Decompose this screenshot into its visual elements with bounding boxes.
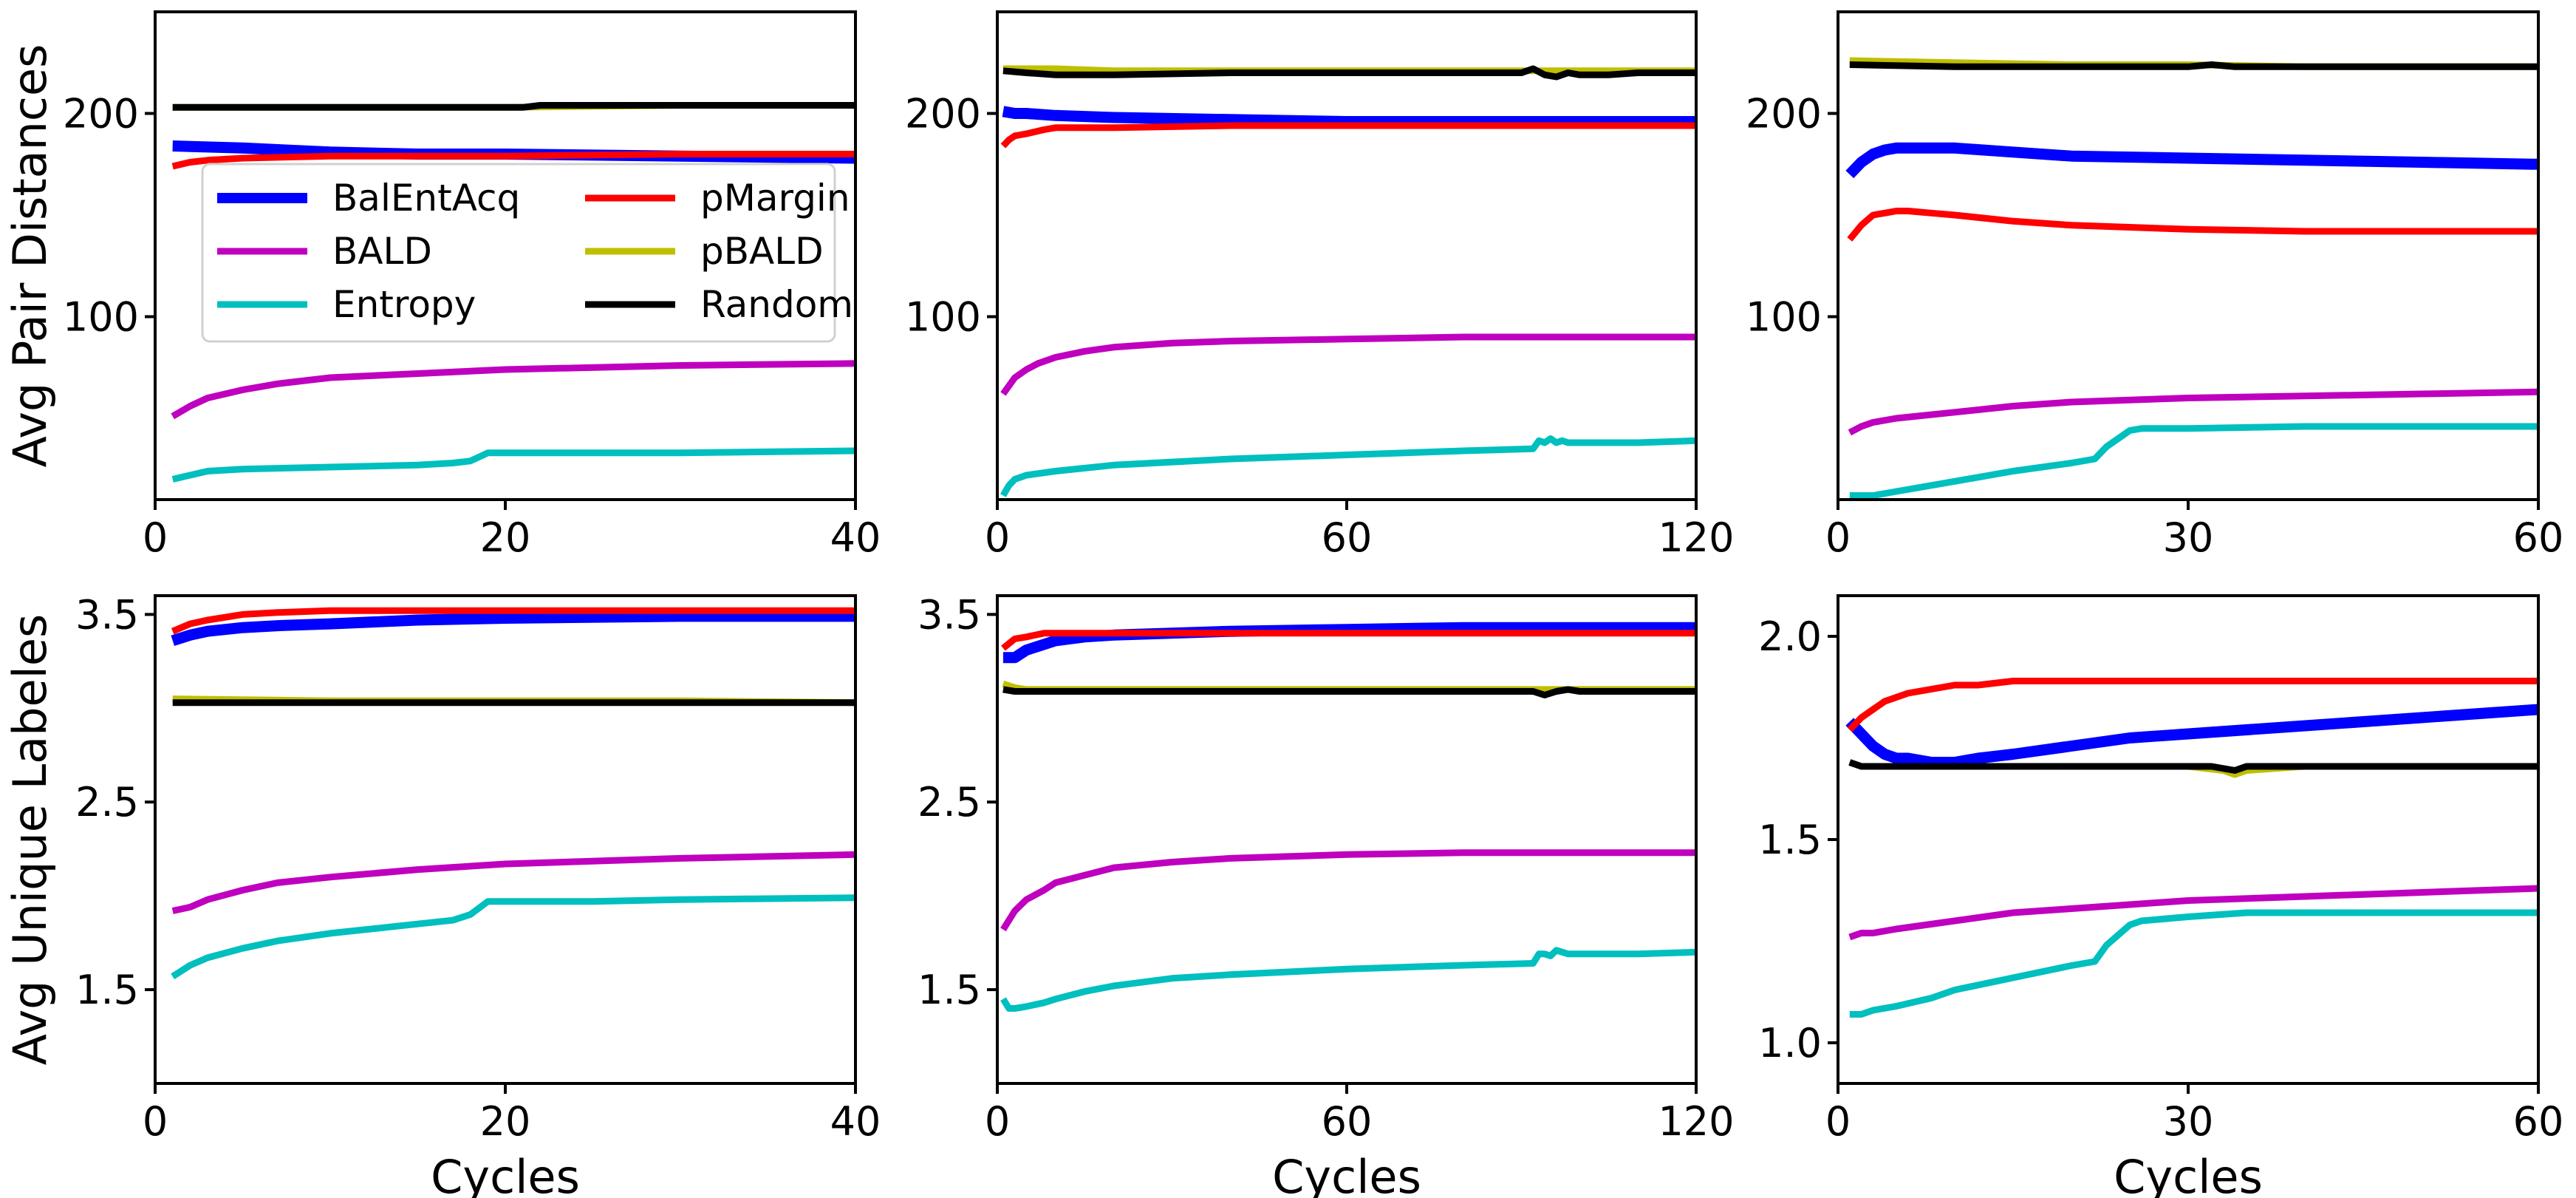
- y-tick-label: 100: [1746, 294, 1822, 341]
- series-line-balentacq: [1845, 704, 2538, 768]
- x-axis-label: Cycles: [2114, 1150, 2263, 1198]
- y-axis-label: Avg Unique Labeles: [3, 614, 57, 1066]
- series-line-pmargin: [1847, 678, 2538, 732]
- panel-1-2: 0 30 60 1.0 1.5 2.0 Cycles: [1758, 594, 2564, 1198]
- x-tick-label: 0: [143, 1098, 168, 1145]
- series-line-random: [1002, 65, 1696, 81]
- y-tick-label: 200: [63, 91, 139, 137]
- legend-label-pbald: pBALD: [700, 230, 824, 273]
- y-tick-label: 3.5: [75, 591, 139, 638]
- x-tick-label: 40: [830, 514, 881, 561]
- y-tick-label: 1.5: [75, 967, 139, 1013]
- y-tick-label: 1.0: [1758, 1020, 1822, 1066]
- x-tick-label: 60: [1322, 514, 1373, 561]
- series-line-bald: [1000, 333, 1696, 396]
- y-tick-label: 100: [905, 294, 981, 341]
- series-line-pmargin: [171, 151, 855, 170]
- x-tick-label: 0: [985, 1098, 1010, 1145]
- y-tick-label: 100: [63, 294, 139, 341]
- y-tick-label: 1.5: [1758, 817, 1822, 863]
- series-line-bald: [1848, 388, 2538, 436]
- panel-1-1: 0 60 120 1.5 2.5 3.5 Cycles: [918, 591, 1734, 1198]
- series-line-entropy: [171, 447, 855, 483]
- legend-label-entropy: Entropy: [332, 283, 476, 326]
- x-tick-label: 20: [480, 1098, 531, 1145]
- x-axis-label: Cycles: [1272, 1150, 1421, 1198]
- legend-label-bald: BALD: [332, 230, 432, 273]
- panel-1-0: 0 20 40 1.5 2.5 3.5 Cycles Avg Unique Labeles: [3, 591, 881, 1198]
- y-tick-label: 3.5: [918, 591, 981, 638]
- series-group: [1000, 65, 1696, 497]
- y-tick-label: 1.5: [918, 967, 981, 1013]
- x-tick-label: 120: [1658, 514, 1734, 561]
- x-tick-label: 60: [2513, 514, 2564, 561]
- panel-0-2: 0 30 60 100 200: [1746, 10, 2564, 561]
- y-tick-label: 200: [1746, 91, 1822, 137]
- x-tick-label: 60: [1322, 1098, 1373, 1145]
- y-tick-label: 200: [905, 91, 981, 137]
- series-group: [171, 607, 855, 980]
- series-group: [1000, 622, 1696, 1012]
- legend-box: [201, 163, 836, 343]
- series-line-bald: [171, 360, 855, 420]
- y-tick-label: 2.0: [1758, 613, 1822, 660]
- series-group: [1845, 678, 2538, 1018]
- x-axis-label: Cycles: [431, 1150, 580, 1198]
- x-tick-label: 0: [1825, 514, 1851, 561]
- y-axis-label: Avg Pair Distances: [3, 44, 57, 468]
- x-tick-label: 120: [1658, 1098, 1734, 1145]
- axes-frame: [1837, 594, 2540, 1085]
- series-line-random: [1849, 61, 2538, 70]
- series-line-bald: [171, 851, 855, 914]
- series-line-bald: [1000, 849, 1696, 932]
- series-group: [1845, 57, 2538, 499]
- axes-frame: [154, 594, 857, 1085]
- series-line-balentacq: [1845, 142, 2538, 179]
- series-line-pmargin: [1847, 208, 2538, 242]
- axes-frame: [996, 594, 1698, 1085]
- series-line-pmargin: [1000, 122, 1696, 149]
- series-line-random: [1002, 686, 1696, 698]
- legend-label-random: Random: [700, 283, 853, 326]
- series-line-entropy: [1000, 435, 1696, 497]
- series-line-pmargin: [171, 607, 855, 635]
- series-line-pmargin: [1001, 630, 1696, 651]
- x-tick-label: 0: [985, 514, 1010, 561]
- axes-frame: [996, 10, 1698, 501]
- series-group: [171, 102, 855, 483]
- x-tick-label: 30: [2163, 514, 2214, 561]
- x-tick-label: 20: [480, 514, 531, 561]
- x-tick-label: 60: [2513, 1098, 2564, 1145]
- x-tick-label: 0: [143, 514, 168, 561]
- legend-label-pmargin: pMargin: [700, 177, 850, 219]
- series-line-entropy: [1000, 947, 1696, 1012]
- series-line-bald: [1848, 885, 2538, 941]
- series-line-random: [172, 102, 855, 111]
- series-line-entropy: [1849, 423, 2538, 499]
- series-line-balentacq: [1002, 106, 1696, 127]
- x-tick-label: 30: [2163, 1098, 2214, 1145]
- series-line-random: [1848, 759, 2538, 774]
- series-line-entropy: [171, 894, 855, 980]
- series-line-entropy: [1849, 909, 2538, 1018]
- x-tick-label: 0: [1825, 1098, 1851, 1145]
- x-tick-label: 40: [830, 1098, 881, 1145]
- y-tick-label: 2.5: [75, 779, 139, 826]
- legend-label-balentacq: BalEntAcq: [332, 177, 520, 219]
- panel-0-1: 0 60 120 100 200: [905, 10, 1735, 561]
- y-tick-label: 2.5: [918, 779, 981, 826]
- series-line-balentacq: [171, 610, 855, 647]
- legend: BalEntAcq BALD Entropy pMargin pBALD Random: [201, 163, 853, 343]
